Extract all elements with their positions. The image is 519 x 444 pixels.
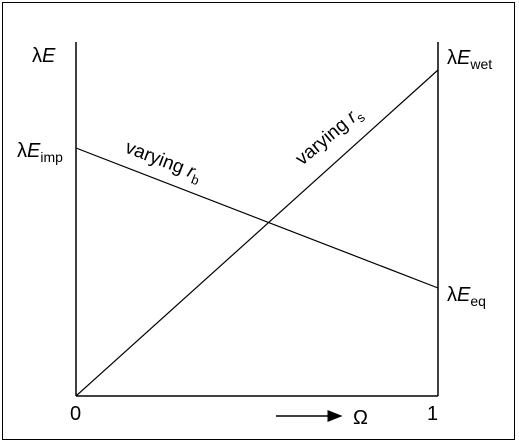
figure-frame [2, 2, 515, 440]
label-varying-rs: varying rs [292, 102, 369, 172]
label-e-imp: λEimp [17, 140, 63, 165]
x-start-label: 0 [70, 403, 81, 425]
line-varying-rs [75, 69, 439, 397]
y-axis-label: λE [32, 45, 56, 67]
label-e-eq: λEeq [447, 284, 486, 309]
line-varying-rb [75, 147, 439, 289]
label-e-wet: λEwet [447, 47, 492, 72]
omega-label: Ω [353, 407, 368, 429]
label-varying-rb: varying rb [121, 137, 204, 188]
x-end-label: 1 [427, 403, 438, 425]
